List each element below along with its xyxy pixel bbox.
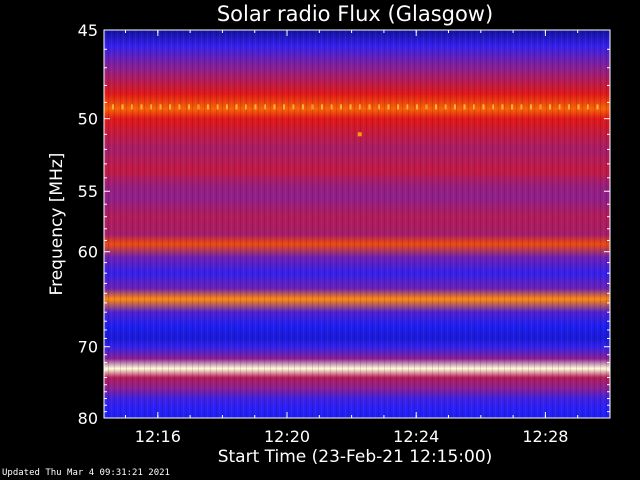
x-tick-label: 12:24 bbox=[393, 427, 439, 446]
time-streaks bbox=[104, 30, 610, 418]
y-tick-label: 55 bbox=[78, 182, 98, 201]
updated-timestamp: Updated Thu Mar 4 09:31:21 2021 bbox=[2, 468, 170, 478]
y-tick-label: 80 bbox=[78, 409, 98, 428]
y-tick-label: 45 bbox=[78, 21, 98, 40]
y-tick-label: 70 bbox=[78, 338, 98, 357]
x-axis-ticks: 12:16 12:20 12:24 12:28 bbox=[125, 30, 611, 446]
plot-area bbox=[103, 29, 611, 419]
plot-frame bbox=[103, 29, 611, 419]
x-tick-label: 12:28 bbox=[522, 427, 568, 446]
y-axis-label: Frequency [MHz] bbox=[47, 153, 67, 296]
x-tick-label: 12:16 bbox=[135, 427, 181, 446]
y-tick-label: 50 bbox=[78, 110, 98, 129]
x-axis-label: Start Time (23-Feb-21 12:15:00) bbox=[218, 447, 493, 467]
chart-title: Solar radio Flux (Glasgow) bbox=[217, 2, 493, 26]
hotspot-marker bbox=[357, 132, 362, 137]
x-tick-label: 12:20 bbox=[264, 427, 310, 446]
y-axis-ticks: 45 50 55 60 70 80 bbox=[78, 21, 610, 428]
y-tick-label: 60 bbox=[78, 243, 98, 262]
